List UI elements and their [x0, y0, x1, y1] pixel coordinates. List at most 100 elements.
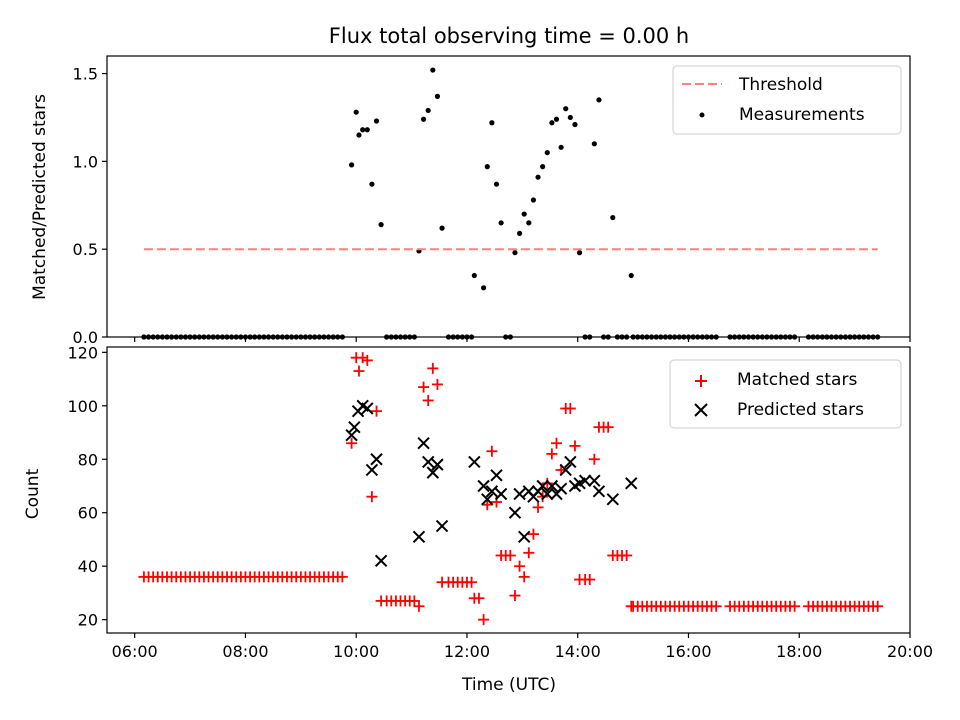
matched-point — [789, 600, 801, 612]
predicted-point — [361, 402, 374, 415]
bottom-plot: 20 40 60 80 100 120 06:00 08:00 10:00 12:00 14:00… — [23, 343, 933, 695]
legend-predicted-label: Predicted stars — [737, 400, 864, 420]
y-tick-label: 0.5 — [73, 240, 98, 259]
measurement-point — [591, 141, 597, 147]
measurement-point — [535, 174, 541, 180]
predicted-point — [554, 482, 568, 495]
matched-point — [602, 421, 614, 433]
matched-point — [710, 600, 722, 612]
predicted-point — [606, 493, 620, 506]
predicted-point — [477, 479, 490, 493]
measurement-point — [526, 220, 532, 226]
predicted-point — [513, 487, 526, 501]
predicted-point — [370, 453, 383, 466]
measurement-point — [484, 164, 490, 170]
measurement-point — [558, 144, 564, 150]
predicted-point — [431, 458, 444, 471]
matched-point — [584, 574, 596, 586]
top-y-axis-label: Matched/Predicted stars — [30, 94, 50, 300]
measurement-point — [373, 118, 380, 124]
matched-point — [418, 381, 430, 393]
x-tick-label: 10:00 — [333, 642, 379, 661]
matched-point — [473, 592, 485, 604]
measurement-point — [572, 121, 578, 128]
predicted-point — [435, 519, 449, 533]
measurement-point — [553, 116, 560, 122]
predicted-point — [345, 428, 358, 442]
measurement-point — [512, 250, 518, 256]
y-tick-label: 0.0 — [73, 328, 98, 347]
x-axis-label: Time (UTC) — [461, 675, 556, 695]
matched-point — [486, 445, 498, 457]
matched-point — [366, 491, 378, 503]
matched-point — [466, 576, 478, 588]
matched-point — [422, 394, 434, 406]
matched-point — [346, 437, 358, 449]
top-plot: 0.0 0.5 1.0 1.5 Matched/Predicted stars Thr… — [30, 55, 911, 347]
matched-point — [518, 571, 530, 583]
measurement-point — [576, 250, 583, 256]
matched-point — [371, 405, 383, 417]
measurement-point — [489, 120, 495, 126]
measurement-point — [610, 214, 616, 221]
measurement-point — [480, 285, 487, 291]
predicted-point — [374, 554, 388, 568]
measurement-point — [516, 230, 523, 236]
matched-point — [509, 590, 521, 602]
predicted-point — [517, 530, 531, 543]
chart-title: Flux total observing time = 0.00 h — [329, 24, 689, 48]
x-tick-label: 14:00 — [555, 642, 601, 661]
matched-point — [408, 595, 420, 607]
measurement-point — [348, 162, 355, 168]
measurement-point — [628, 272, 634, 279]
matched-point — [569, 440, 581, 452]
bottom-y-axis: 20 40 60 80 100 120 — [67, 343, 107, 630]
predicted-point — [490, 469, 503, 482]
matched-point — [588, 453, 600, 465]
bottom-legend-box — [669, 359, 902, 429]
measurement-point — [493, 181, 500, 187]
matched-point — [336, 571, 348, 583]
matched-point — [478, 614, 490, 626]
measurement-point — [360, 127, 366, 133]
measurement-point — [498, 220, 504, 226]
measurement-point — [369, 181, 375, 187]
predicted-point — [541, 487, 554, 501]
predicted-point — [592, 485, 606, 498]
measurement-point — [521, 211, 527, 217]
y-tick-label: 20 — [78, 611, 98, 630]
y-tick-label: 40 — [78, 557, 98, 576]
measurement-point — [356, 132, 362, 138]
top-legend-box — [672, 65, 902, 135]
predicted-point — [485, 485, 499, 498]
matched-point — [504, 549, 516, 561]
predicted-point — [578, 474, 592, 487]
matched-point — [413, 600, 425, 612]
top-legend: Threshold Measurements — [672, 65, 902, 135]
bottom-plot-frame — [106, 346, 911, 634]
legend-predicted-swatch — [694, 403, 708, 417]
predicted-point — [588, 474, 601, 487]
measurement-point — [540, 164, 546, 170]
matched-point — [353, 365, 365, 377]
matched-point — [427, 362, 439, 374]
predicted-point — [536, 479, 549, 493]
legend-matched-label: Matched stars — [737, 370, 857, 390]
bottom-y-axis-label: Count — [23, 468, 43, 519]
matched-point — [872, 600, 884, 612]
predicted-point — [468, 455, 481, 469]
matched-point — [523, 547, 535, 559]
matched-point — [541, 477, 553, 489]
x-tick-label: 16:00 — [665, 642, 711, 661]
measurement-point — [420, 116, 427, 122]
measurement-point — [378, 222, 384, 228]
measurement-point — [530, 197, 537, 203]
measurement-point — [567, 114, 573, 121]
measurement-point — [425, 107, 431, 114]
matched-point — [481, 499, 493, 511]
predicted-point — [421, 455, 435, 469]
predicted-point — [545, 479, 559, 493]
count-series — [138, 352, 884, 626]
matched-point — [357, 352, 369, 364]
predicted-point — [412, 530, 426, 543]
